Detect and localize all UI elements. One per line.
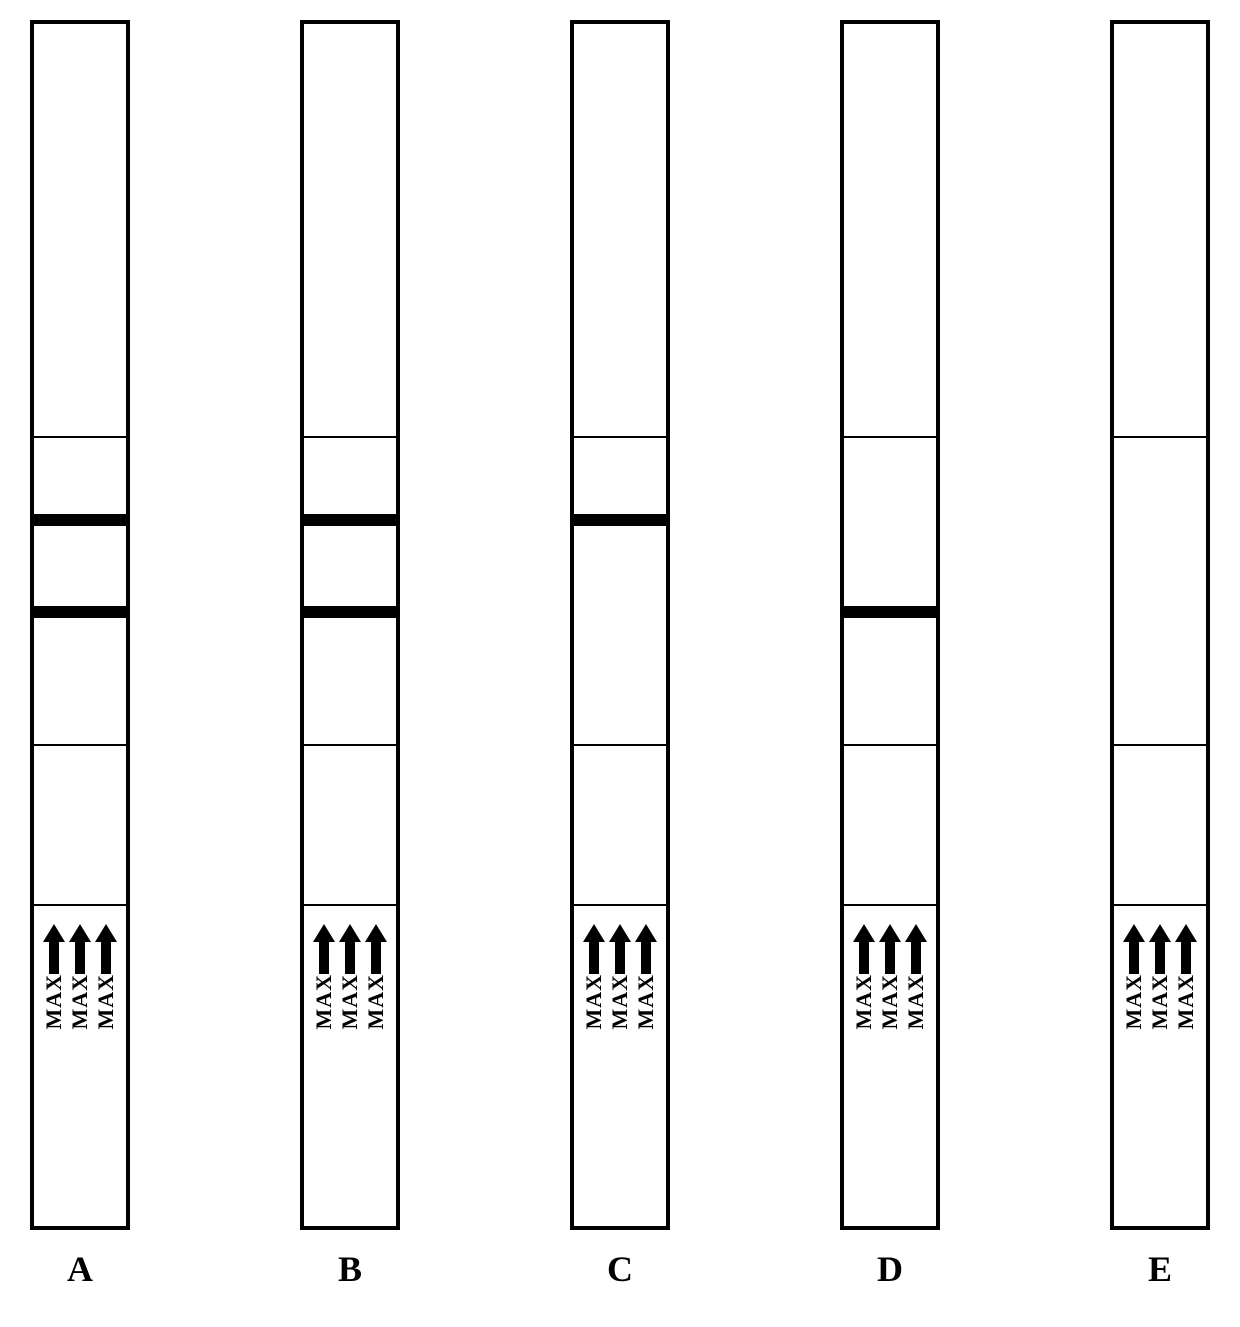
region-divider bbox=[574, 436, 666, 438]
lower-band bbox=[34, 606, 126, 618]
up-arrow-icon bbox=[43, 924, 65, 974]
up-arrow-icon bbox=[853, 924, 875, 974]
strip-block-b: MAXMAXMAXB bbox=[300, 20, 400, 1290]
max-label: MAX bbox=[95, 974, 117, 1030]
max-arrow: MAX bbox=[853, 924, 875, 1030]
max-arrow: MAX bbox=[313, 924, 335, 1030]
up-arrow-icon bbox=[69, 924, 91, 974]
max-arrow: MAX bbox=[95, 924, 117, 1030]
max-label: MAX bbox=[339, 974, 361, 1030]
max-arrow: MAX bbox=[583, 924, 605, 1030]
region-divider bbox=[304, 744, 396, 746]
upper-band bbox=[304, 514, 396, 526]
max-label: MAX bbox=[1175, 974, 1197, 1030]
strip-block-a: MAXMAXMAXA bbox=[30, 20, 130, 1290]
region-divider bbox=[34, 744, 126, 746]
region-divider bbox=[574, 904, 666, 906]
region-divider bbox=[844, 436, 936, 438]
strip-label-a: A bbox=[67, 1248, 93, 1290]
max-label: MAX bbox=[1149, 974, 1171, 1030]
max-label: MAX bbox=[583, 974, 605, 1030]
test-strip-d: MAXMAXMAX bbox=[840, 20, 940, 1230]
test-strip-e: MAXMAXMAX bbox=[1110, 20, 1210, 1230]
max-arrow: MAX bbox=[1149, 924, 1171, 1030]
max-label: MAX bbox=[43, 974, 65, 1030]
max-arrow: MAX bbox=[879, 924, 901, 1030]
region-divider bbox=[844, 904, 936, 906]
up-arrow-icon bbox=[635, 924, 657, 974]
test-strip-a: MAXMAXMAX bbox=[30, 20, 130, 1230]
region-divider bbox=[844, 744, 936, 746]
max-label: MAX bbox=[609, 974, 631, 1030]
max-arrow: MAX bbox=[365, 924, 387, 1030]
region-divider bbox=[1114, 744, 1206, 746]
lower-band bbox=[304, 606, 396, 618]
up-arrow-icon bbox=[879, 924, 901, 974]
max-arrow-row: MAXMAXMAX bbox=[304, 924, 396, 1030]
up-arrow-icon bbox=[1175, 924, 1197, 974]
diagram-container: MAXMAXMAXAMAXMAXMAXBMAXMAXMAXCMAXMAXMAXD… bbox=[0, 0, 1240, 1327]
max-label: MAX bbox=[69, 974, 91, 1030]
max-label: MAX bbox=[905, 974, 927, 1030]
strip-block-e: MAXMAXMAXE bbox=[1110, 20, 1210, 1290]
test-strip-c: MAXMAXMAX bbox=[570, 20, 670, 1230]
strip-label-b: B bbox=[338, 1248, 362, 1290]
up-arrow-icon bbox=[313, 924, 335, 974]
test-strip-b: MAXMAXMAX bbox=[300, 20, 400, 1230]
strip-block-d: MAXMAXMAXD bbox=[840, 20, 940, 1290]
region-divider bbox=[1114, 436, 1206, 438]
up-arrow-icon bbox=[365, 924, 387, 974]
region-divider bbox=[304, 904, 396, 906]
up-arrow-icon bbox=[1149, 924, 1171, 974]
up-arrow-icon bbox=[95, 924, 117, 974]
upper-band bbox=[34, 514, 126, 526]
region-divider bbox=[34, 436, 126, 438]
max-label: MAX bbox=[879, 974, 901, 1030]
max-arrow-row: MAXMAXMAX bbox=[1114, 924, 1206, 1030]
max-label: MAX bbox=[635, 974, 657, 1030]
up-arrow-icon bbox=[339, 924, 361, 974]
strip-label-e: E bbox=[1148, 1248, 1172, 1290]
max-label: MAX bbox=[365, 974, 387, 1030]
max-arrow-row: MAXMAXMAX bbox=[574, 924, 666, 1030]
max-arrow: MAX bbox=[339, 924, 361, 1030]
max-arrow: MAX bbox=[609, 924, 631, 1030]
region-divider bbox=[574, 744, 666, 746]
strip-label-c: C bbox=[607, 1248, 633, 1290]
strips-row: MAXMAXMAXAMAXMAXMAXBMAXMAXMAXCMAXMAXMAXD… bbox=[0, 0, 1240, 1290]
max-label: MAX bbox=[1123, 974, 1145, 1030]
strip-label-d: D bbox=[877, 1248, 903, 1290]
max-arrow-row: MAXMAXMAX bbox=[844, 924, 936, 1030]
region-divider bbox=[34, 904, 126, 906]
up-arrow-icon bbox=[583, 924, 605, 974]
region-divider bbox=[1114, 904, 1206, 906]
max-arrow: MAX bbox=[1123, 924, 1145, 1030]
up-arrow-icon bbox=[1123, 924, 1145, 974]
max-arrow-row: MAXMAXMAX bbox=[34, 924, 126, 1030]
upper-band bbox=[574, 514, 666, 526]
lower-band bbox=[844, 606, 936, 618]
max-arrow: MAX bbox=[905, 924, 927, 1030]
max-arrow: MAX bbox=[43, 924, 65, 1030]
max-label: MAX bbox=[313, 974, 335, 1030]
max-label: MAX bbox=[853, 974, 875, 1030]
region-divider bbox=[304, 436, 396, 438]
strip-block-c: MAXMAXMAXC bbox=[570, 20, 670, 1290]
up-arrow-icon bbox=[609, 924, 631, 974]
max-arrow: MAX bbox=[635, 924, 657, 1030]
max-arrow: MAX bbox=[69, 924, 91, 1030]
max-arrow: MAX bbox=[1175, 924, 1197, 1030]
up-arrow-icon bbox=[905, 924, 927, 974]
